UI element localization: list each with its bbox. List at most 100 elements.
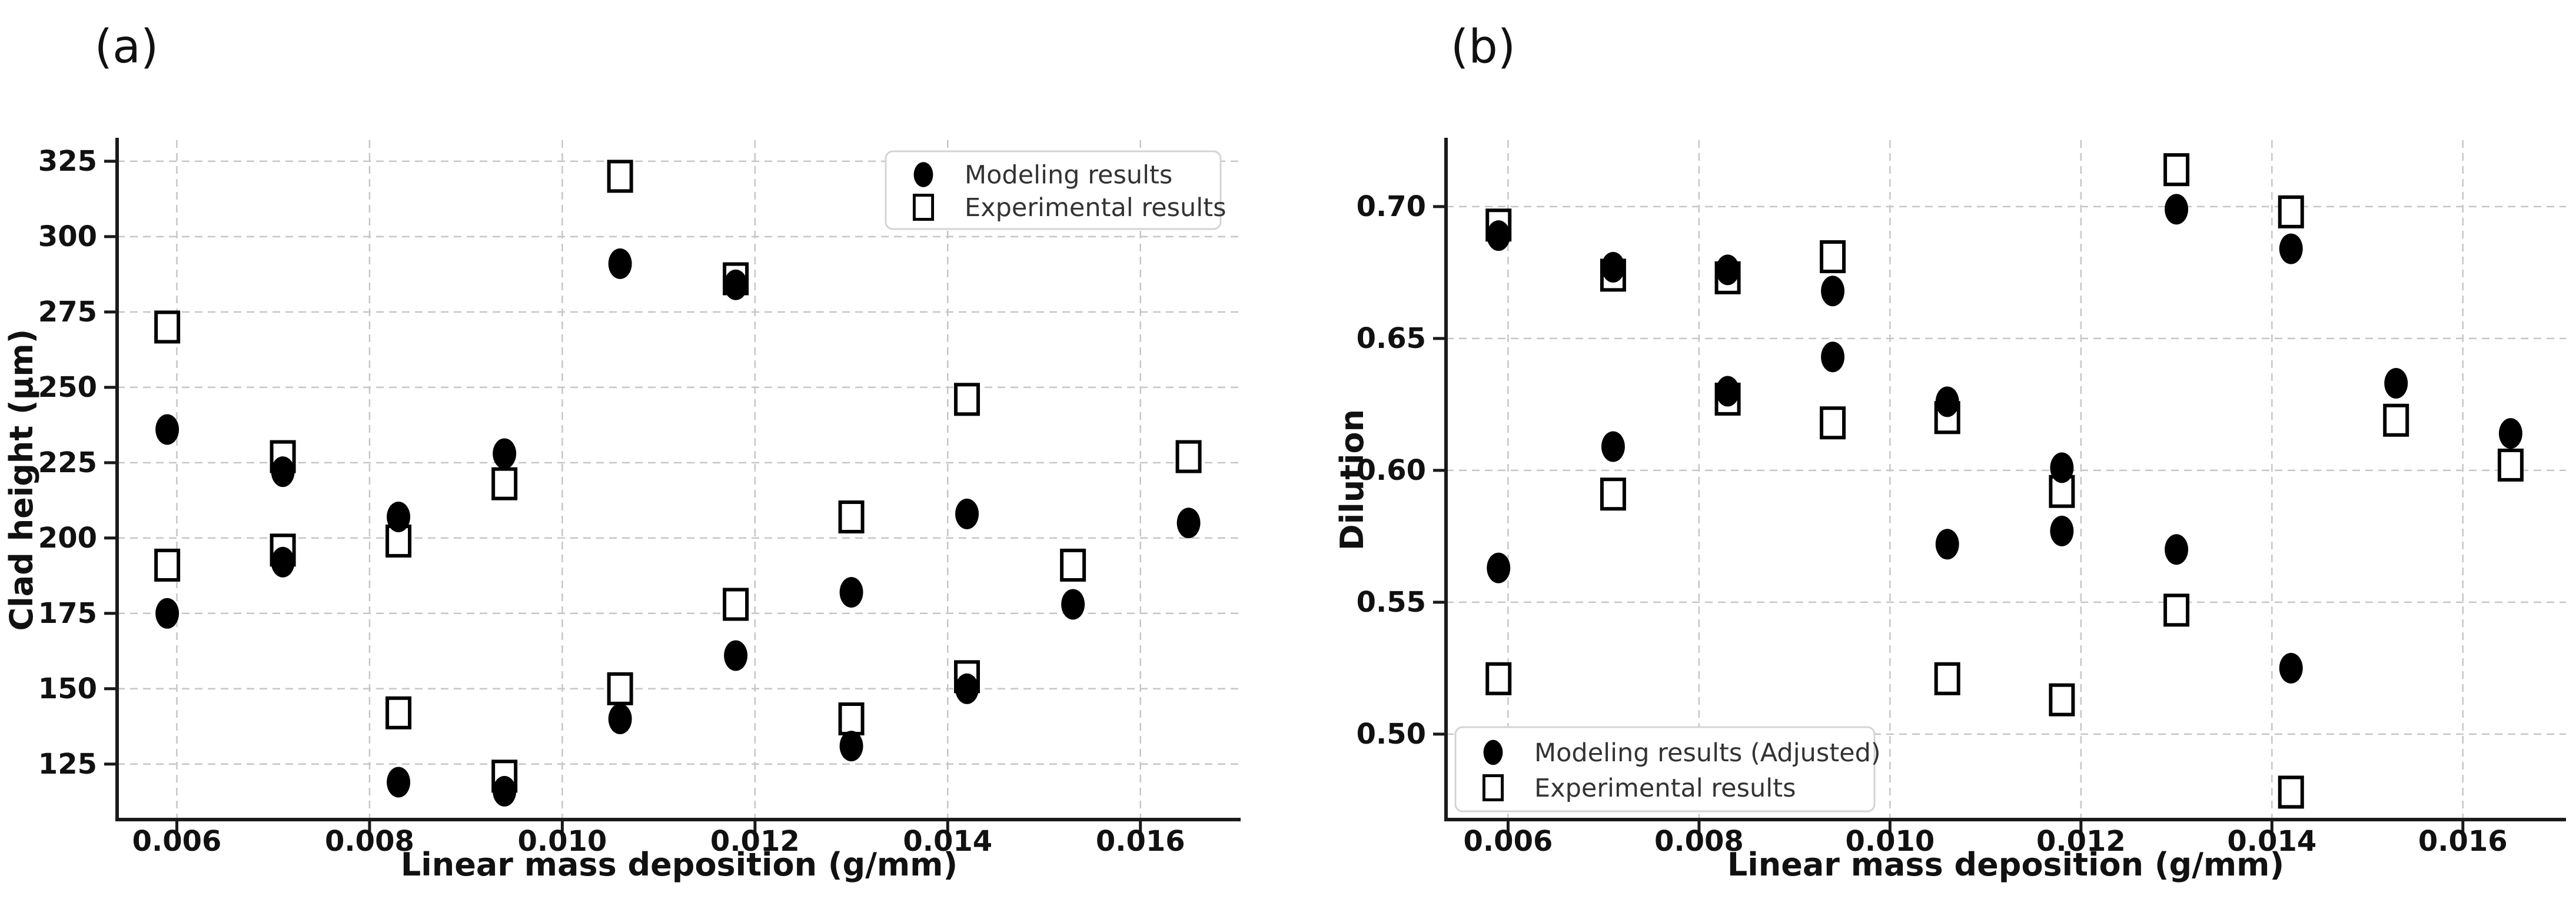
legend-box xyxy=(1454,726,1876,813)
y-tick-label: 200 xyxy=(38,522,97,555)
modeling-point-marker xyxy=(1061,589,1085,620)
experimental-point-marker xyxy=(385,696,412,729)
modeling-point-marker xyxy=(955,498,979,529)
y-tick-label: 0.70 xyxy=(1357,190,1426,223)
modeling-point-marker xyxy=(1601,251,1625,283)
legend-entry-label: Modeling results xyxy=(965,161,1172,190)
y-tick-label: 325 xyxy=(38,145,97,178)
modeling-point-marker xyxy=(1716,254,1740,286)
x-tick-label: 0.010 xyxy=(1845,825,1935,858)
y-tick-label: 275 xyxy=(38,296,97,329)
y-tick-label: 150 xyxy=(38,672,97,705)
y-tick-label: 175 xyxy=(38,597,97,630)
x-axis-title: Linear mass deposition (g/mm) xyxy=(401,846,958,883)
legend-entry-label: Modeling results (Adjusted) xyxy=(1534,738,1881,768)
y-axis-title: Dilution xyxy=(1334,409,1371,551)
modeling-point-marker xyxy=(1935,529,1959,560)
experimental-point-marker xyxy=(1820,406,1846,440)
panel-b-title: (b) xyxy=(1450,21,1516,74)
modeling-point-marker xyxy=(1176,508,1201,539)
modeling-point-marker xyxy=(1716,376,1740,407)
experimental-point-marker xyxy=(2278,195,2304,228)
modeling-point-marker xyxy=(493,438,517,469)
x-tick-label: 0.006 xyxy=(1464,825,1553,858)
modeling-point-marker xyxy=(2384,368,2408,399)
modeling-point-marker xyxy=(387,767,411,798)
experimental-point-marker xyxy=(723,588,749,621)
x-tick-label: 0.006 xyxy=(132,825,222,858)
x-tick-label: 0.010 xyxy=(517,825,607,858)
x-tick-label: 0.012 xyxy=(710,825,800,858)
experimental-point-marker xyxy=(154,548,181,582)
legend-modeling-marker-icon xyxy=(913,162,933,187)
modeling-point-marker xyxy=(271,546,295,578)
experimental-point-marker xyxy=(838,702,865,735)
x-tick-label: 0.008 xyxy=(325,825,414,858)
modeling-point-marker xyxy=(2279,652,2303,684)
modeling-point-marker xyxy=(839,731,863,762)
modeling-point-marker xyxy=(1821,341,1845,373)
legend-experimental-marker-icon xyxy=(1482,774,1504,801)
experimental-point-marker xyxy=(1600,477,1626,511)
modeling-point-marker xyxy=(2165,194,2189,225)
experimental-point-marker xyxy=(1175,440,1202,473)
modeling-point-marker xyxy=(724,640,748,671)
experimental-point-marker xyxy=(2383,403,2409,437)
y-tick-label: 0.50 xyxy=(1357,718,1426,751)
x-axis-title: Linear mass deposition (g/mm) xyxy=(1727,846,2284,883)
y-tick-label: 0.55 xyxy=(1357,586,1426,619)
x-tick-label: 0.008 xyxy=(1654,825,1744,858)
x-tick-label: 0.016 xyxy=(2418,825,2508,858)
modeling-point-marker xyxy=(271,456,295,488)
y-tick-label: 225 xyxy=(38,446,97,479)
modeling-point-marker xyxy=(724,269,748,300)
modeling-point-marker xyxy=(1601,431,1625,462)
modeling-point-marker xyxy=(1821,276,1845,307)
experimental-point-marker xyxy=(2278,775,2304,809)
x-tick-label: 0.012 xyxy=(2036,825,2126,858)
x-tick-label: 0.014 xyxy=(2227,825,2316,858)
modeling-point-marker xyxy=(1935,386,1959,417)
modeling-point-marker xyxy=(2050,515,2074,546)
modeling-point-marker xyxy=(2050,452,2074,483)
legend-entry-label: Experimental results xyxy=(1534,774,1796,803)
y-tick-label: 0.65 xyxy=(1357,322,1426,355)
legend-box xyxy=(885,150,1222,230)
modeling-point-marker xyxy=(1487,552,1511,583)
experimental-point-marker xyxy=(607,672,633,705)
panel-a-title: (a) xyxy=(94,21,159,74)
experimental-point-marker xyxy=(1820,240,1846,274)
modeling-point-marker xyxy=(955,673,979,704)
modeling-point-marker xyxy=(155,414,180,445)
experimental-point-marker xyxy=(2163,593,2190,627)
legend-modeling-marker-icon xyxy=(1483,739,1503,765)
experimental-point-marker xyxy=(1934,662,1960,695)
experimental-point-marker xyxy=(1485,662,1512,695)
legend-entry-label: Experimental results xyxy=(965,193,1226,223)
x-tick-label: 0.014 xyxy=(903,825,992,858)
modeling-point-marker xyxy=(608,703,632,734)
modeling-point-marker xyxy=(839,576,863,608)
x-tick-label: 0.016 xyxy=(1096,825,1185,858)
experimental-point-marker xyxy=(491,467,518,500)
experimental-point-marker xyxy=(2497,448,2524,482)
y-tick-label: 300 xyxy=(38,220,97,253)
modeling-point-marker xyxy=(155,598,180,629)
y-tick-label: 0.60 xyxy=(1357,454,1426,487)
y-tick-label: 250 xyxy=(38,371,97,404)
modeling-point-marker xyxy=(2498,418,2522,449)
experimental-point-marker xyxy=(954,383,980,416)
legend-experimental-marker-icon xyxy=(912,194,935,221)
modeling-point-marker xyxy=(387,501,411,532)
modeling-point-marker xyxy=(2165,534,2189,565)
experimental-point-marker xyxy=(1060,548,1086,582)
experimental-point-marker xyxy=(2049,683,2075,717)
experimental-point-marker xyxy=(2163,153,2190,187)
modeling-point-marker xyxy=(1487,220,1511,251)
modeling-point-marker xyxy=(2279,233,2303,264)
y-tick-label: 125 xyxy=(38,748,97,781)
experimental-point-marker xyxy=(154,310,181,344)
experimental-point-marker xyxy=(838,500,865,533)
